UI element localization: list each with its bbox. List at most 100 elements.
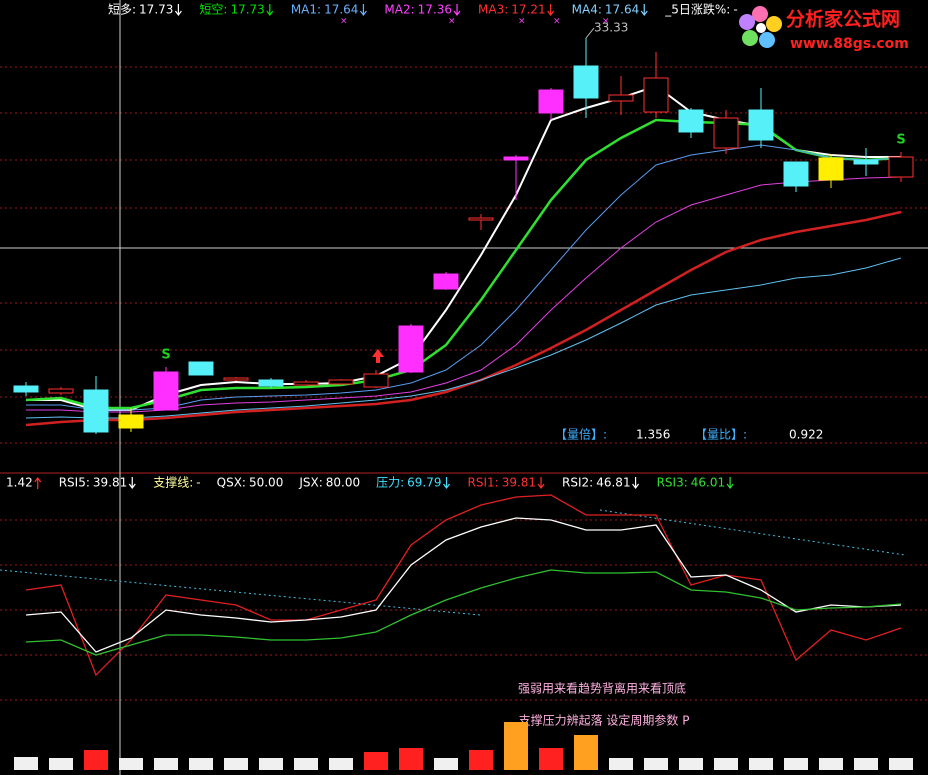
legend-value: 46.81 — [596, 476, 630, 490]
candle-body — [468, 217, 494, 221]
arrow-icon — [453, 4, 461, 16]
legend-label: MA3: — [478, 3, 508, 17]
arrow-icon — [34, 477, 42, 489]
arrow-icon — [443, 477, 450, 489]
arrow-icon — [726, 477, 734, 489]
candle-body — [433, 273, 459, 290]
candle-body — [153, 371, 179, 411]
marker: × — [448, 17, 456, 27]
candle-body — [783, 161, 809, 187]
ma-markers: × × × × × — [340, 17, 610, 27]
info-label: 【量倍】: — [555, 427, 607, 442]
candle-body — [678, 109, 704, 133]
petal — [766, 16, 782, 32]
arrow-icon — [537, 477, 545, 489]
legend-value: 69.79 — [407, 476, 441, 490]
bar — [854, 758, 878, 770]
candle-body — [503, 156, 529, 161]
marker: × — [602, 17, 610, 27]
legend-value: 1.42 — [6, 476, 33, 490]
bar — [84, 750, 108, 770]
candle-body — [293, 381, 319, 386]
legend-value: 17.21 — [511, 3, 545, 17]
logo-title: 分析家公式网 — [786, 8, 900, 31]
arrow-icon — [128, 477, 136, 489]
petal — [739, 14, 755, 30]
candle-body — [748, 109, 774, 141]
logo-url: www.88gs.com — [790, 36, 909, 52]
signal-label: S — [896, 133, 905, 148]
legend-label: JSX: — [298, 476, 322, 490]
bar — [49, 758, 73, 770]
bar — [609, 758, 633, 770]
marker: × — [518, 17, 526, 27]
bar — [644, 758, 668, 770]
legend-label: QSX: — [217, 476, 246, 490]
legend-label: MA1: — [291, 3, 321, 17]
candle-body — [853, 159, 879, 165]
legend-value: 80.00 — [326, 476, 360, 490]
line-series — [25, 494, 902, 677]
legend-label: 短多: — [108, 3, 136, 17]
bar — [14, 757, 38, 770]
legend-value: 17.64 — [324, 3, 358, 17]
logo — [738, 0, 928, 58]
bar — [189, 758, 213, 770]
up-arrow-signal — [372, 349, 384, 363]
candle-body — [83, 389, 109, 433]
legend-label: _5日涨跌%: — [664, 2, 730, 17]
arrow-icon — [266, 4, 274, 16]
info-value: 0.922 — [789, 428, 823, 442]
bar — [399, 748, 423, 770]
legend-label: 压力: — [376, 476, 404, 490]
candle-body — [258, 379, 284, 387]
petal — [742, 30, 758, 46]
arrow-icon — [359, 4, 367, 16]
bar — [329, 758, 353, 770]
petal — [759, 32, 775, 48]
candle-body — [118, 414, 144, 429]
legend-value: 39.81 — [93, 476, 127, 490]
arrow-icon — [640, 4, 648, 16]
arrow-icon — [632, 477, 640, 489]
bar — [889, 758, 913, 770]
candle-body — [888, 156, 914, 178]
signal-label: S — [161, 348, 170, 363]
bar — [679, 758, 703, 770]
bar — [784, 758, 808, 770]
legend-value: 17.36 — [418, 3, 452, 17]
candle-body — [328, 379, 354, 385]
legend-label: MA2: — [384, 3, 414, 17]
bar — [469, 750, 493, 770]
candle-body — [363, 373, 389, 388]
candle-body — [188, 361, 214, 376]
arrow-icon — [174, 4, 182, 16]
note: 强弱用来看趋势背离用来看顶底 — [518, 681, 686, 696]
arrow-icon — [547, 4, 555, 16]
bar — [259, 758, 283, 770]
legend-value: 39.81 — [502, 476, 536, 490]
line-series — [25, 210, 902, 427]
candle-body — [13, 385, 39, 393]
bar — [504, 722, 528, 770]
candle-body — [538, 89, 564, 114]
marker: × — [553, 17, 561, 27]
line-series — [25, 517, 902, 653]
legend-value: 17.64 — [605, 3, 639, 17]
candle-body — [48, 388, 74, 394]
pressure-line — [599, 509, 906, 556]
bar — [364, 752, 388, 770]
bar — [119, 758, 143, 770]
info-label: 【量比】: — [695, 428, 747, 442]
bar — [714, 758, 738, 770]
legend-value: 50.00 — [249, 476, 283, 490]
legend-value: 46.01 — [691, 476, 725, 490]
legend-label: RSI2: — [562, 476, 593, 490]
line-series — [25, 257, 902, 419]
candle-body — [573, 65, 599, 99]
bar — [819, 758, 843, 770]
bar — [224, 758, 248, 770]
